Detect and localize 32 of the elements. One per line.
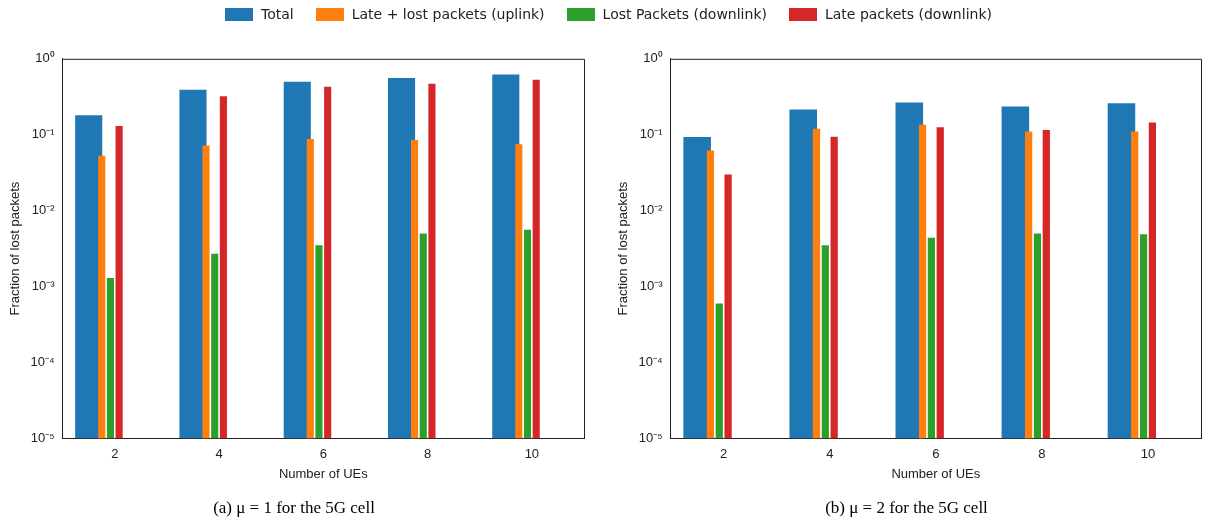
x-tick-label: 6 [319,445,327,461]
y-tick-label: 10⁻¹ [639,126,664,142]
x-tick-label: 2 [720,445,728,461]
x-tick-label: 6 [932,445,940,461]
y-tick-label: 10⁻² [639,202,664,218]
x-tick-label: 10 [524,445,540,461]
text: (a) μ = 1 for the 5G cell [213,498,376,518]
x-tick-label: 10 [1140,445,1156,461]
x-tick-label: 2 [111,445,119,461]
y-axis-title: Fraction of lost packets [7,181,23,316]
y-tick-label: 10⁻⁴ [30,354,55,370]
y-tick-label: 10⁻⁵ [638,429,663,445]
text: (b) μ = 2 for the 5G cell [825,498,989,518]
x-tick-label: 4 [215,445,223,461]
y-axis-title: Fraction of lost packets [615,181,631,316]
x-axis-title: Number of UEs [891,466,981,482]
y-tick-label: 10⁻¹ [31,126,56,142]
x-axis-title: Number of UEs [278,466,369,482]
y-tick-label: 10⁰ [643,50,663,66]
legend-label: Lost Packets (downlink) [602,6,767,22]
x-tick-label: 8 [423,445,432,461]
x-tick-label: 4 [826,445,834,461]
y-tick-label: 10⁻³ [639,278,664,294]
y-tick-label: 10⁻³ [31,278,56,294]
legend-label: Late + lost packets (uplink) [351,6,545,22]
legend-label: Late packets (downlink) [824,6,992,22]
y-tick-label: 10⁻⁴ [638,354,663,370]
x-tick-label: 8 [1038,445,1046,461]
y-tick-label: 10⁻⁵ [30,429,55,445]
y-tick-label: 10⁻² [31,202,56,218]
y-tick-label: 10⁰ [35,50,55,66]
legend-label: Total [261,6,294,22]
